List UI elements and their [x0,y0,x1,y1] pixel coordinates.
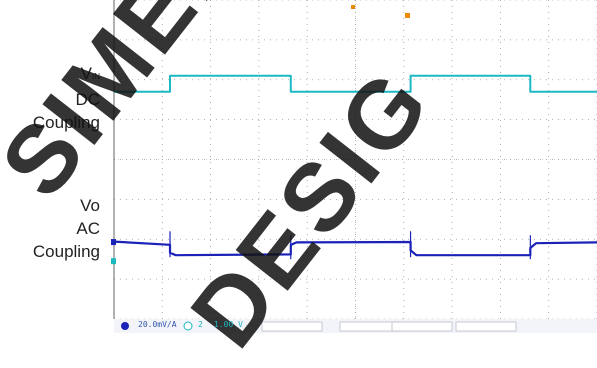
ch2-scale-readout: 1.00 V [214,320,243,329]
vin-label: VIN [60,64,100,86]
trigger-marker-2 [405,13,410,18]
vo-coupling-label: Coupling [32,242,100,261]
vo-label: Vo [80,196,100,215]
ch1-badge-icon [121,322,129,330]
vin-label-subscript: IN [92,72,100,81]
ch2-badge-icon [183,321,193,331]
oscilloscope-plot [111,0,597,333]
ch1-ground-marker [111,239,116,246]
vin-label-main: V [80,64,92,83]
status-field-box [455,321,517,332]
vo-ac-label: AC [76,219,100,238]
trace-vin [114,74,597,93]
trigger-marker-1 [351,5,355,9]
vin-coupling-label: Coupling [32,113,100,132]
ch1-scale-readout: 20.0mV/A [138,320,177,329]
scope-status-bar: 20.0mV/A 2 1.00 V [114,319,597,333]
status-field-box [391,321,453,332]
vin-dc-label: DC [75,90,100,109]
ch2-index-badge: 2 [198,320,203,329]
status-field-box [261,321,323,332]
ch2-ground-marker [111,258,116,265]
